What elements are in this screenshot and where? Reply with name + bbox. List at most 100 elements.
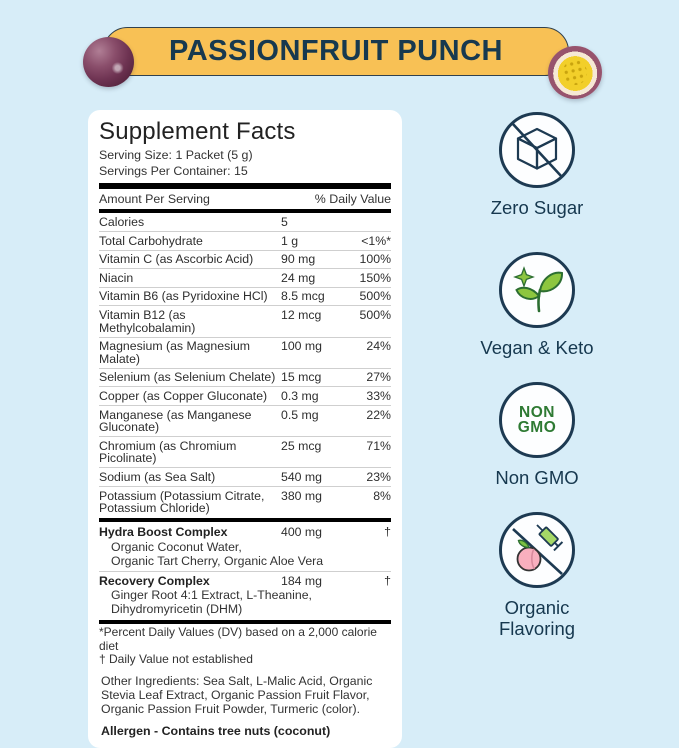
nutrient-daily-value: 24% <box>366 339 391 354</box>
nutrient-name: Chromium (as Chromium Picolinate) <box>99 438 237 466</box>
complex-ingredients: Ginger Root 4:1 Extract, L-Theanine, Dihy… <box>99 588 391 616</box>
nutrient-row: Total Carbohydrate 1 g <1%* <box>99 231 391 250</box>
complex-rows: Hydra Boost Complex 400 mg † Organic Coc… <box>99 523 391 619</box>
amount-per-serving-header: Amount Per Serving <box>99 192 210 206</box>
complex-name: Recovery Complex <box>99 573 210 588</box>
badge-label: Vegan & Keto <box>480 337 594 358</box>
nutrient-amount: 1 g <box>281 233 299 248</box>
nutrient-row: Vitamin B6 (as Pyridoxine HCl) 8.5 mcg 5… <box>99 286 391 306</box>
nutrient-amount: 12 mcg <box>281 307 322 322</box>
nutrient-name: Sodium (as Sea Salt) <box>99 469 216 484</box>
non-gmo-icon: NON GMO <box>499 382 575 458</box>
serving-size-text: Serving Size: 1 Packet (5 g) <box>99 148 253 162</box>
divider-medium <box>99 209 391 213</box>
divider-thick <box>99 183 391 189</box>
nutrient-daily-value: 150% <box>359 270 391 285</box>
nutrient-daily-value: 100% <box>359 252 391 267</box>
nutrient-daily-value: 500% <box>359 289 391 304</box>
nutrient-amount: 540 mg <box>281 469 323 484</box>
supplement-facts-panel: Supplement Facts Serving Size: 1 Packet … <box>88 110 402 748</box>
nutrient-amount: 5 <box>281 215 288 229</box>
nutrient-name: Vitamin C (as Ascorbic Acid) <box>99 252 254 267</box>
product-label-graphic: PASSIONFRUIT PUNCH Supplement Facts Serv… <box>83 27 617 748</box>
sprout-icon <box>499 252 575 328</box>
nutrient-daily-value: 22% <box>366 407 391 422</box>
nutrient-rows: Calories 5 Total Carbohydrate 1 g <1%* V… <box>99 214 391 518</box>
nutrient-name: Manganese (as Manganese Gluconate) <box>99 407 252 435</box>
nutrient-name: Niacin <box>99 270 134 285</box>
nutrient-row: Niacin 24 mg 150% <box>99 268 391 287</box>
nutrient-daily-value: 8% <box>373 488 391 503</box>
nutrient-row: Sodium (as Sea Salt) 540 mg 23% <box>99 467 391 486</box>
nutrient-name: Magnesium (as Magnesium Malate) <box>99 339 251 366</box>
passionfruit-whole-image <box>83 37 134 87</box>
nutrient-amount: 0.3 mg <box>281 388 319 403</box>
complex-ingredient-line: Organic Tart Cherry, Organic Aloe Vera <box>111 553 324 568</box>
nutrient-amount: 0.5 mg <box>281 407 319 422</box>
badge-non-gmo: NON GMO Non GMO <box>457 382 617 488</box>
complex-name: Hydra Boost Complex <box>99 525 228 540</box>
nutrient-name: Total Carbohydrate <box>99 233 203 248</box>
complex-ingredient-line: Organic Coconut Water, <box>111 539 242 554</box>
nutrient-amount: 380 mg <box>281 488 323 503</box>
badge-label: Zero Sugar <box>490 197 584 218</box>
nutrient-daily-value: 500% <box>359 307 391 322</box>
divider-section <box>99 518 391 523</box>
nutrient-daily-value: 27% <box>366 370 391 385</box>
divider-section-bottom <box>99 620 391 625</box>
footnote-line: *Percent Daily Values (DV) based on a 2,… <box>99 625 377 653</box>
daily-value-header: % Daily Value <box>314 192 391 206</box>
non-gmo-circle-text: NON GMO <box>517 404 557 436</box>
passionfruit-seeds <box>560 57 590 87</box>
table-header-row: Amount Per Serving % Daily Value <box>99 191 391 208</box>
servings-per-container-text: Servings Per Container: 15 <box>99 163 248 178</box>
nutrient-name: Vitamin B12 (as Methylcobalamin) <box>99 307 196 335</box>
nutrient-daily-value: 71% <box>366 438 391 453</box>
nutrient-name: Vitamin B6 (as Pyridoxine HCl) <box>99 289 268 304</box>
supplement-facts-title: Supplement Facts <box>99 118 296 145</box>
nutrient-row: Magnesium (as Magnesium Malate) 100 mg 2… <box>99 336 391 368</box>
nutrient-row: Manganese (as Manganese Gluconate) 0.5 m… <box>99 405 391 436</box>
complex-ingredients: Organic Coconut Water, Organic Tart Cherr… <box>99 540 391 568</box>
nutrient-name: Calories <box>99 215 145 229</box>
badge-vegan-keto: Vegan & Keto <box>457 252 617 358</box>
nutrient-amount: 8.5 mcg <box>281 289 325 304</box>
complex-amount: 184 mg <box>281 573 323 588</box>
allergen-text: Allergen - Contains tree nuts (coconut) <box>101 723 331 738</box>
badge-label: Organic Flavoring <box>498 597 576 639</box>
no-artificial-flavor-icon <box>499 512 575 588</box>
nutrient-amount: 90 mg <box>281 252 316 267</box>
footnotes: *Percent Daily Values (DV) based on a 2,… <box>99 625 391 667</box>
no-sugar-cube-icon <box>499 112 575 188</box>
flavor-banner: PASSIONFRUIT PUNCH <box>103 27 569 76</box>
nutrient-amount: 25 mcg <box>281 438 322 453</box>
complex-row: Recovery Complex 184 mg † Ginger Root 4:… <box>99 570 391 620</box>
badge-organic-flavoring: Organic Flavoring <box>457 512 617 639</box>
complex-ingredient-line: Dihydromyricetin (DHM) <box>111 602 243 617</box>
badge-label: Non GMO <box>495 467 579 488</box>
complex-daily-value: † <box>384 573 391 588</box>
nutrient-daily-value: 23% <box>366 469 391 484</box>
footnote-line: † Daily Value not established <box>99 652 253 667</box>
nutrient-row: Chromium (as Chromium Picolinate) 25 mcg… <box>99 436 391 467</box>
complex-daily-value: † <box>384 525 391 540</box>
other-ingredients-text: Other Ingredients: Sea Salt, L-Malic Aci… <box>101 673 373 717</box>
nutrient-daily-value: <1%* <box>361 233 391 248</box>
complex-amount: 400 mg <box>281 525 323 540</box>
nutrient-row: Vitamin C (as Ascorbic Acid) 90 mg 100% <box>99 249 391 269</box>
complex-row: Hydra Boost Complex 400 mg † Organic Coc… <box>99 523 391 571</box>
badge-zero-sugar: Zero Sugar <box>457 112 617 218</box>
nutrient-amount: 15 mcg <box>281 370 322 385</box>
nutrient-row: Vitamin B12 (as Methylcobalamin) 12 mcg … <box>99 305 391 336</box>
flavor-title: PASSIONFRUIT PUNCH <box>169 35 503 67</box>
nutrient-row: Calories 5 <box>99 214 391 232</box>
nutrient-row: Selenium (as Selenium Chelate) 15 mcg 27… <box>99 367 391 387</box>
nutrient-daily-value: 33% <box>366 388 391 403</box>
nutrient-amount: 24 mg <box>281 270 316 285</box>
complex-ingredient-line: Ginger Root 4:1 Extract, L-Theanine, <box>111 588 312 603</box>
nutrient-amount: 100 mg <box>281 339 323 354</box>
nutrient-row: Potassium (Potassium Citrate, Potassium … <box>99 486 391 517</box>
nutrient-name: Potassium (Potassium Citrate, Potassium … <box>99 488 265 516</box>
nutrient-name: Copper (as Copper Gluconate) <box>99 388 268 403</box>
nutrient-name: Selenium (as Selenium Chelate) <box>99 370 276 385</box>
